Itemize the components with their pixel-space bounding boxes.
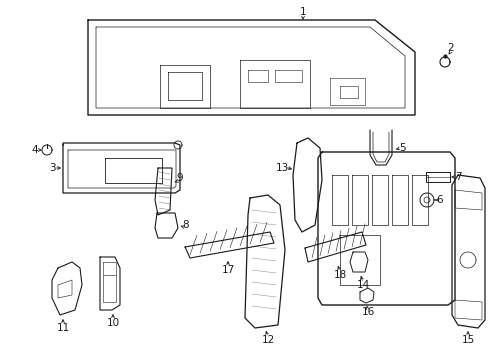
- Text: 12: 12: [261, 335, 274, 345]
- Text: 5: 5: [399, 143, 406, 153]
- Text: 2: 2: [447, 43, 453, 53]
- Text: 8: 8: [183, 220, 189, 230]
- Text: 16: 16: [361, 307, 374, 317]
- Text: 17: 17: [221, 265, 234, 275]
- Text: 18: 18: [333, 270, 346, 280]
- Text: 9: 9: [176, 173, 183, 183]
- Text: 4: 4: [32, 145, 38, 155]
- Text: 3: 3: [49, 163, 55, 173]
- Text: 14: 14: [356, 280, 369, 290]
- Text: 10: 10: [106, 318, 120, 328]
- Text: 6: 6: [436, 195, 443, 205]
- Text: 15: 15: [461, 335, 474, 345]
- Text: 1: 1: [299, 7, 305, 17]
- Text: 7: 7: [454, 172, 460, 182]
- Text: 11: 11: [56, 323, 69, 333]
- Text: 13: 13: [275, 163, 288, 173]
